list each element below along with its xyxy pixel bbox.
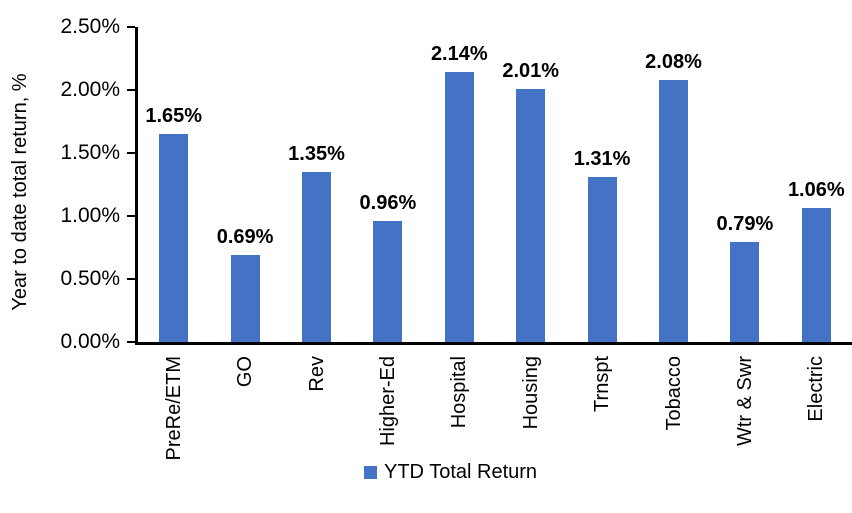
- category-label: Electric: [805, 356, 828, 422]
- legend-label: YTD Total Return: [384, 461, 538, 483]
- y-tick-mark: [127, 278, 135, 280]
- bar-value-label: 0.69%: [216, 226, 274, 249]
- bar: [516, 88, 546, 342]
- category-label: GO: [234, 356, 257, 388]
- y-tick-label: 0.00%: [60, 330, 120, 353]
- y-axis-line: [135, 27, 138, 345]
- bar: [801, 208, 831, 342]
- category-label: Housing: [519, 356, 542, 430]
- bar-value-label: 1.06%: [787, 179, 845, 202]
- y-tick-mark: [127, 152, 135, 154]
- bar: [730, 242, 760, 342]
- category-label: Tobacco: [662, 356, 685, 431]
- bar-value-label: 1.65%: [145, 105, 203, 128]
- y-tick-mark: [127, 215, 135, 217]
- category-label: PreRe/ETM: [162, 356, 185, 461]
- bar-value-label: 0.79%: [716, 213, 774, 236]
- y-tick-mark: [127, 341, 135, 343]
- bar: [373, 221, 403, 342]
- y-tick-mark: [127, 26, 135, 28]
- y-tick-label: 0.50%: [60, 267, 120, 290]
- legend: YTD Total Return: [364, 460, 537, 484]
- bar: [302, 171, 331, 342]
- bar: [159, 134, 189, 342]
- category-label: Wtr & Swr: [733, 356, 756, 446]
- y-tick-label: 2.50%: [60, 15, 120, 38]
- bar: [230, 255, 260, 342]
- y-tick-mark: [127, 89, 135, 91]
- legend-swatch-icon: [364, 465, 377, 479]
- category-label: Hospital: [448, 356, 471, 429]
- bar-value-label: 2.08%: [645, 50, 702, 73]
- x-axis-line: [135, 342, 852, 345]
- bar-value-label: 0.96%: [359, 192, 417, 215]
- category-label: Higher-Ed: [376, 356, 399, 447]
- bar: [444, 72, 474, 342]
- category-label: Rev: [305, 356, 328, 392]
- bar-value-label: 1.35%: [288, 142, 345, 165]
- y-tick-label: 2.00%: [60, 78, 120, 101]
- bar-value-label: 2.14%: [430, 43, 488, 66]
- bar-value-label: 2.01%: [502, 59, 560, 82]
- bar: [587, 176, 617, 342]
- y-tick-label: 1.50%: [60, 141, 120, 164]
- bar: [659, 79, 688, 342]
- bar-value-label: 1.31%: [573, 147, 631, 170]
- y-tick-label: 1.00%: [60, 204, 120, 227]
- category-label: Trnspt: [591, 356, 614, 412]
